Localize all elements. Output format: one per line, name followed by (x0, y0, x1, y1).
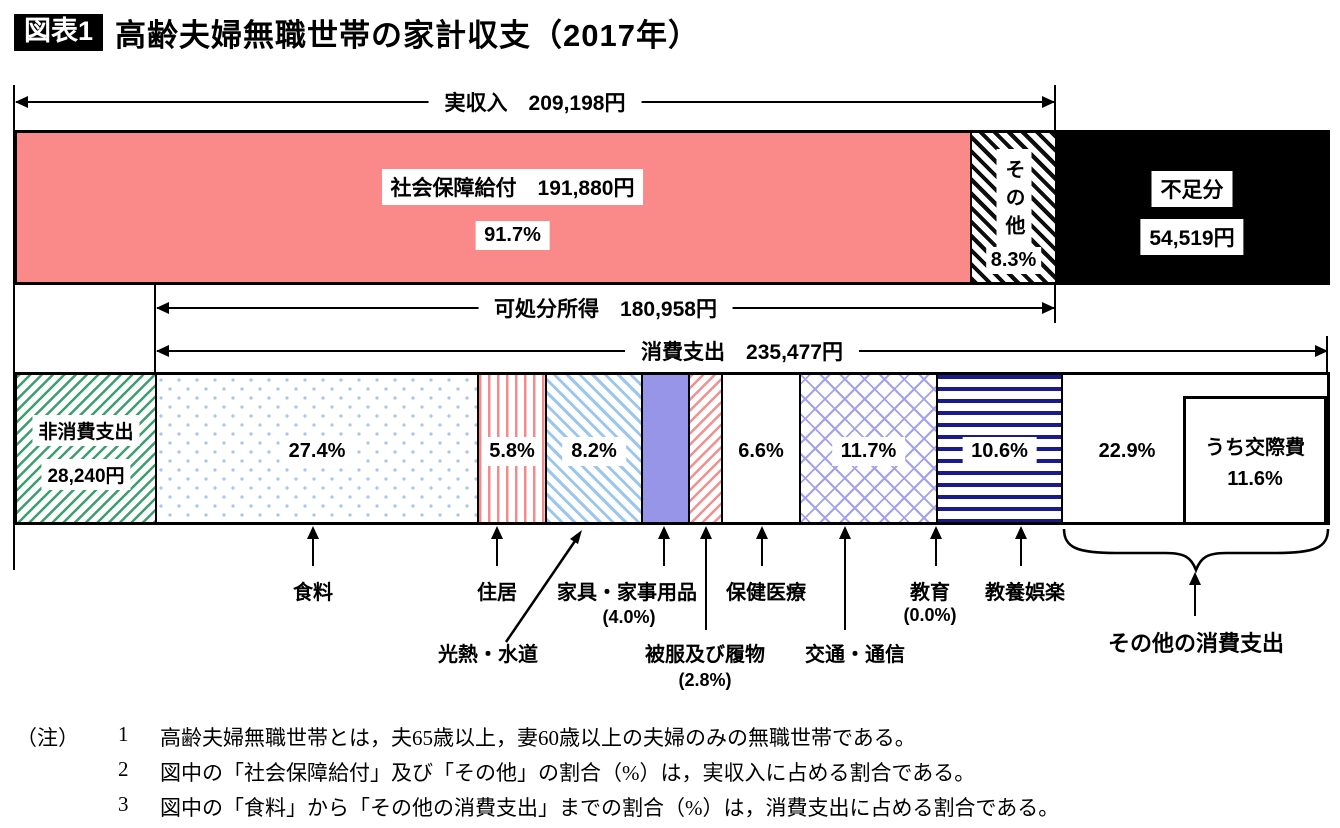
income-span-arrow: 実収入 209,198円 (15, 85, 1055, 119)
kosaihi-box: うち交際費 11.6% (1183, 396, 1327, 522)
transport-pct: 11.7% (831, 437, 906, 466)
education-pct-label: (0.0%) (903, 605, 957, 625)
health-pct: 6.6% (729, 437, 793, 466)
disposable-end-tick (1054, 285, 1056, 323)
deficit-label: 不足分 (1151, 171, 1233, 207)
housing-pct: 5.8% (485, 437, 539, 466)
left-axis-line (13, 85, 15, 570)
non-consumption-value: 28,240円 (41, 459, 131, 490)
education-arrow (930, 526, 942, 566)
segment-health: 6.6% (721, 375, 799, 522)
note-prefix: （注） (16, 726, 79, 750)
furniture-arrow (658, 526, 670, 566)
note-3-num: 3 (118, 792, 129, 816)
income-other-label: その他 (996, 149, 1031, 253)
income-end-tick (1054, 85, 1056, 130)
clothing-arrow (700, 526, 712, 630)
expense-bar: 非消費支出 28,240円 27.4% 5.8% 8.2% 6.6% 11.7%… (14, 372, 1330, 525)
other-consumption-label: その他の消費支出 (1107, 631, 1285, 656)
annotation-overlay (504, 528, 1330, 643)
income-other-pct: 8.3% (985, 247, 1042, 274)
segment-income-other: その他 8.3% (970, 133, 1057, 282)
segment-housing: 5.8% (477, 375, 545, 522)
title-bar: 図表1 高齢夫婦無職世帯の家計収支（2017年） (14, 10, 700, 55)
segment-food: 27.4% (155, 375, 477, 522)
health-label: 保健医療 (726, 582, 806, 604)
segment-culture: 10.6% (936, 375, 1061, 522)
culture-pct: 10.6% (962, 437, 1037, 466)
disposable-start-tick (154, 285, 156, 372)
other-consumption-pct: 22.9% (1089, 437, 1165, 466)
clothing-label: 被服及び履物 (645, 644, 765, 666)
note-1-text: 高齢夫婦無職世帯とは，夫65歳以上，妻60歳以上の夫婦のみの無職世帯である。 (160, 726, 916, 750)
consumption-span-label: 消費支出 235,477円 (625, 334, 859, 368)
segment-non-consumption: 非消費支出 28,240円 (17, 375, 155, 522)
utilities-pct: 8.2% (562, 437, 626, 466)
kosaihi-label: うち交際費 (1205, 436, 1305, 459)
note-2-text: 図中の「社会保障給付」及び「その他」の割合（%）は，実収入に占める割合である。 (160, 761, 976, 785)
segment-deficit: 不足分 54,519円 (1057, 133, 1327, 282)
education-label: 教育 (910, 582, 950, 604)
social-security-pct: 91.7% (475, 221, 550, 250)
health-arrow (756, 526, 768, 566)
note-2-num: 2 (118, 757, 129, 781)
segment-furniture (641, 375, 688, 522)
furniture-pct-label: (4.0%) (602, 607, 656, 627)
culture-arrow (1015, 526, 1027, 566)
note-3-text: 図中の「食料」から「その他の消費支出」までの割合（%）は，消費支出に占める割合で… (160, 796, 1060, 820)
disposable-span-label: 可処分所得 180,958円 (478, 291, 733, 325)
disposable-span-arrow: 可処分所得 180,958円 (156, 291, 1055, 325)
kosaihi-pct: 11.6% (1227, 467, 1283, 490)
figure-badge: 図表1 (14, 13, 104, 52)
note-1-num: 1 (118, 722, 129, 746)
utilities-pointer-arrowhead (570, 530, 582, 544)
housing-label: 住居 (477, 582, 517, 604)
utilities-label: 光熱・水道 (438, 644, 538, 666)
income-bar: 社会保障給付 191,880円 91.7% その他 8.3% 不足分 54,51… (14, 130, 1330, 285)
social-security-label: 社会保障給付 191,880円 (381, 169, 644, 205)
food-arrow (307, 526, 319, 566)
housing-arrow (491, 526, 503, 566)
food-pct: 27.4% (279, 437, 355, 466)
segment-social-security: 社会保障給付 191,880円 91.7% (17, 133, 970, 282)
segment-other-consumption: 22.9% うち交際費 11.6% (1061, 375, 1327, 522)
culture-label: 教養娯楽 (985, 582, 1065, 604)
consumption-span-arrow: 消費支出 235,477円 (156, 334, 1328, 368)
chart-title: 高齢夫婦無職世帯の家計収支（2017年） (115, 18, 700, 53)
non-consumption-label: 非消費支出 (32, 415, 140, 446)
income-span-label: 実収入 209,198円 (428, 85, 642, 119)
other-consumption-arrow (1189, 572, 1201, 616)
transport-label: 交通・通信 (805, 644, 905, 666)
segment-utilities: 8.2% (545, 375, 641, 522)
food-label: 食料 (293, 582, 333, 604)
deficit-value: 54,519円 (1140, 219, 1244, 255)
segment-transport: 11.7% (799, 375, 936, 522)
transport-arrow (839, 526, 851, 630)
furniture-label: 家具・家事用品 (557, 582, 697, 604)
clothing-pct-label: (2.8%) (678, 670, 732, 690)
segment-clothing (688, 375, 721, 522)
other-consumption-brace (1062, 528, 1330, 574)
